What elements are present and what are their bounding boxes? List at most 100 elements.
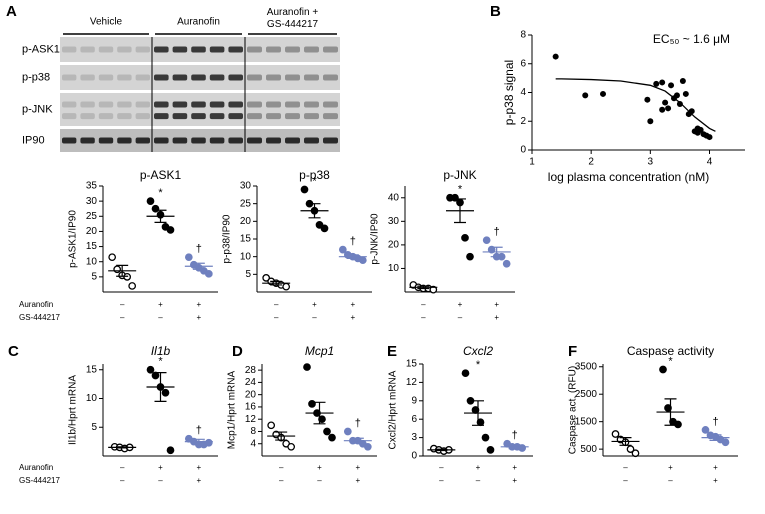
condition-name: Auranofin <box>19 463 53 472</box>
y-tick-label: 20 <box>245 389 257 400</box>
data-point <box>343 427 352 436</box>
y-tick-label: 40 <box>388 192 400 203</box>
blot-band <box>209 137 225 144</box>
blot-band <box>172 46 188 53</box>
chart-title: p-p38 <box>299 168 330 182</box>
blot-band <box>62 113 77 120</box>
panel-label: A <box>6 3 17 20</box>
significance-mark: * <box>158 187 163 199</box>
condition-sign: – <box>458 313 463 322</box>
data-point <box>659 106 666 113</box>
data-point <box>481 433 490 442</box>
blot-band <box>117 74 132 81</box>
fit-curve <box>555 78 716 132</box>
data-point <box>338 245 347 254</box>
blot-band <box>285 46 300 53</box>
data-point <box>668 82 675 89</box>
condition-sign: – <box>476 476 481 485</box>
significance-mark: † <box>512 430 518 442</box>
blot-band <box>304 137 319 144</box>
data-point <box>429 285 438 294</box>
data-point <box>694 125 701 132</box>
blot-band <box>117 46 132 53</box>
condition-sign: – <box>317 476 322 485</box>
data-point <box>674 420 682 429</box>
y-tick-label: 1500 <box>575 416 598 427</box>
significance-mark: † <box>350 236 356 248</box>
blot-band <box>62 101 77 108</box>
data-point <box>267 421 276 430</box>
data-point <box>518 444 527 452</box>
data-point <box>676 101 683 107</box>
condition-sign: – <box>439 476 444 485</box>
chart-title: Mcp1 <box>305 344 334 358</box>
data-point <box>626 445 635 453</box>
blot-band <box>247 137 262 144</box>
blot-strip <box>60 93 340 126</box>
condition-sign: + <box>158 300 163 309</box>
y-tick-label: 500 <box>580 444 597 455</box>
condition-sign: + <box>196 463 201 472</box>
y-tick-label: 8 <box>250 426 256 437</box>
data-point <box>688 108 695 115</box>
data-point <box>323 427 331 436</box>
data-point <box>502 259 511 268</box>
blot-band <box>228 46 243 53</box>
blot-band <box>247 46 262 53</box>
x-axis-label: log plasma concentration (nM) <box>548 170 709 184</box>
data-point <box>358 256 367 265</box>
data-point <box>461 233 469 242</box>
error-bar <box>709 434 722 441</box>
data-point <box>659 365 667 374</box>
blot-band <box>191 113 206 120</box>
significance-mark: * <box>312 175 317 187</box>
blot-band <box>266 74 281 81</box>
data-point <box>659 79 666 86</box>
condition-sign: + <box>512 463 517 472</box>
condition-sign: + <box>512 476 517 485</box>
error-bar <box>270 280 283 286</box>
condition-name: GS-444217 <box>19 476 60 485</box>
blot-band <box>154 74 169 81</box>
data-point <box>363 442 372 451</box>
y-axis-label: Mcp1/Hprt mRNA <box>227 371 238 450</box>
data-point <box>151 204 160 213</box>
data-point <box>308 400 316 408</box>
data-point <box>665 105 672 112</box>
error-bar <box>435 448 448 452</box>
blot-band <box>247 113 262 120</box>
blot-band <box>172 101 188 108</box>
y-tick-label: 5 <box>91 422 97 433</box>
blot-band <box>154 137 169 144</box>
condition-sign: – <box>274 300 279 309</box>
blot-band <box>247 74 262 81</box>
y-tick-label: 12 <box>406 377 418 388</box>
blot-band <box>117 113 132 120</box>
data-point <box>701 426 710 434</box>
data-point <box>631 449 640 458</box>
significance-mark: * <box>668 355 673 367</box>
blot-band <box>135 137 150 144</box>
error-bar <box>154 209 167 223</box>
y-tick-label: 8 <box>520 30 526 41</box>
data-point <box>647 118 654 125</box>
blot-band <box>98 46 114 53</box>
blot-row-label: p-ASK1 <box>22 43 60 55</box>
data-point <box>262 274 271 282</box>
significance-mark: * <box>476 359 481 371</box>
error-bar <box>351 437 364 444</box>
data-point <box>204 269 213 278</box>
significance-mark: * <box>458 184 463 196</box>
data-point <box>166 226 175 234</box>
y-tick-label: 20 <box>388 240 400 251</box>
y-tick-label: 6 <box>520 58 526 69</box>
blot-band <box>323 74 338 81</box>
error-bar <box>192 438 205 445</box>
panel-label: F <box>568 343 577 360</box>
condition-sign: – <box>421 300 426 309</box>
data-point <box>151 371 160 380</box>
y-tick-label: 5 <box>245 269 251 280</box>
blot-band <box>323 113 338 120</box>
y-tick-label: 4 <box>250 438 256 449</box>
